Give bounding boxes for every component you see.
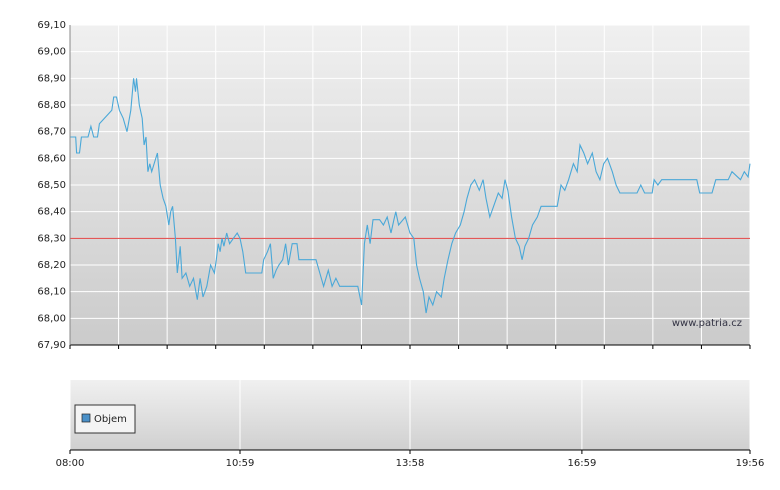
x-tick-label: 19:56 bbox=[736, 458, 765, 469]
y-tick-label: 67,90 bbox=[37, 340, 66, 351]
y-tick-label: 68,20 bbox=[37, 260, 66, 271]
y-tick-label: 68,70 bbox=[37, 127, 66, 138]
watermark: www.patria.cz bbox=[672, 318, 742, 329]
x-tick-label: 13:58 bbox=[396, 458, 425, 469]
x-tick-label: 10:59 bbox=[226, 458, 255, 469]
y-tick-label: 68,00 bbox=[37, 313, 66, 324]
y-tick-label: 68,60 bbox=[37, 153, 66, 164]
x-tick-label: 08:00 bbox=[56, 458, 85, 469]
y-tick-label: 69,00 bbox=[37, 47, 66, 58]
y-tick-label: 68,80 bbox=[37, 100, 66, 111]
price-line bbox=[70, 78, 751, 314]
legend-swatch bbox=[81, 413, 91, 423]
x-tick-label: 16:59 bbox=[567, 458, 596, 469]
y-tick-label: 68,40 bbox=[37, 207, 66, 218]
y-tick-label: 69,10 bbox=[37, 20, 66, 31]
y-tick-label: 68,90 bbox=[37, 73, 66, 84]
y-tick-label: 68,10 bbox=[37, 287, 66, 298]
y-tick-label: 68,50 bbox=[37, 180, 66, 191]
y-tick-label: 68,30 bbox=[37, 233, 66, 244]
legend-label: Objem bbox=[94, 414, 127, 425]
